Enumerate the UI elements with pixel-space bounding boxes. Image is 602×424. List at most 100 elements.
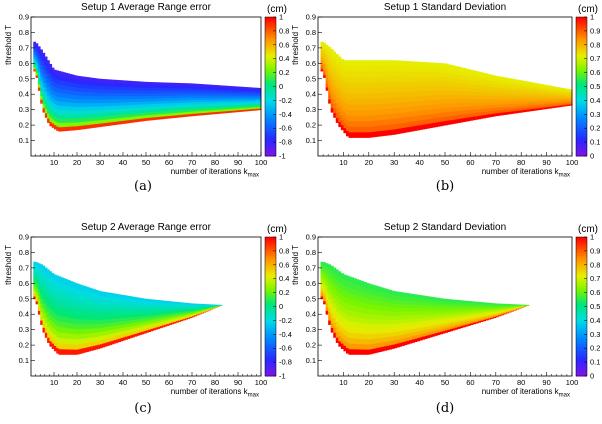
heatmap-cell [127,320,131,324]
heatmap-cell [483,111,487,116]
heatmap-cell [569,104,573,106]
heatmap-cell [323,55,327,59]
heatmap-cell [328,62,332,68]
heatmap-cell [434,76,438,82]
heatmap-cell [325,296,329,301]
heatmap-cell [77,298,80,305]
heatmap-cell [376,342,380,348]
heatmap-cell [358,98,362,105]
heatmap-cell [180,308,184,311]
heatmap-cell [386,341,390,346]
heatmap-cell [345,336,349,343]
heatmap-cell [67,343,71,350]
heatmap-cell [363,281,367,288]
heatmap-cell [65,85,69,90]
heatmap-cell [569,91,573,94]
heatmap-cell [90,99,94,104]
heatmap-cell [556,89,560,92]
heatmap-cell [429,62,433,68]
heatmap-cell [33,45,36,49]
heatmap-cell [106,122,110,126]
heatmap-cell [162,311,165,315]
heatmap-cell [208,90,211,94]
colorbar-segment [576,118,587,122]
heatmap-cell [335,63,339,70]
heatmap-cell [44,100,48,105]
colorbar-segment [265,130,276,134]
heatmap-cell [224,89,227,92]
heatmap-cell [235,91,239,95]
heatmap-cell [106,99,110,103]
heatmap-cell [224,85,227,88]
heatmap-cell [371,318,375,325]
heatmap-cell [83,99,87,104]
heatmap-cell [118,98,122,103]
heatmap-cell [488,89,492,93]
heatmap-cell [37,292,41,297]
heatmap-cell [208,88,211,92]
heatmap-cell [526,94,530,97]
colorbar-segment [265,290,276,294]
x-tick-label: 40 [119,378,127,387]
heatmap-cell [358,104,362,111]
heatmap-cell [194,311,197,313]
heatmap-cell [148,308,151,312]
heatmap-cell [175,82,179,86]
heatmap-cell [97,311,101,316]
heatmap-cell [244,88,248,91]
heatmap-cell [427,62,431,68]
heatmap-cell [409,66,413,72]
heatmap-cell [335,326,339,333]
heatmap-cell [63,299,66,306]
heatmap-cell [150,90,154,94]
heatmap-cell [538,100,542,103]
heatmap-cell [139,324,142,328]
heatmap-cell [323,45,327,49]
colorbar-segment [265,271,276,275]
heatmap-cell [185,97,188,101]
heatmap-cell [129,110,133,114]
heatmap-cell [70,307,73,313]
colorbar-segment [265,237,276,240]
heatmap-cell [356,284,360,291]
heatmap-cell [178,95,181,99]
heatmap-cell [109,315,112,320]
heatmap-cell [221,107,225,110]
heatmap-cell [368,298,372,305]
heatmap-cell [205,97,209,100]
heatmap-cell [249,87,253,90]
heatmap-cell [95,78,99,83]
heatmap-cell [106,112,110,117]
heatmap-cell [508,108,512,112]
heatmap-cell [49,314,53,320]
heatmap-cell [521,87,525,90]
heatmap-cell [97,290,101,296]
heatmap-cell [74,293,78,299]
heatmap-cell [406,304,410,309]
heatmap-cell [102,105,105,110]
heatmap-cell [343,296,347,303]
heatmap-cell [173,301,177,304]
heatmap-cell [56,275,59,282]
heatmap-cell [419,100,423,106]
heatmap-cell [391,315,395,320]
heatmap-cell [159,84,163,88]
heatmap-cell [152,314,156,318]
heatmap-cell [462,102,466,107]
heatmap-cell [368,338,372,345]
heatmap-cell [169,90,172,94]
heatmap-cell [47,113,50,119]
heatmap-cell [201,309,204,311]
heatmap-cell [150,95,154,99]
heatmap-cell [221,93,225,96]
heatmap-cell [247,105,250,108]
heatmap-cell [86,337,89,343]
heatmap-cell [394,319,398,324]
heatmap-cell [536,85,540,88]
heatmap-cell [228,95,232,98]
heatmap-cell [139,92,142,97]
heatmap-cell [217,89,220,92]
heatmap-cell [325,57,329,62]
heatmap-cell [83,87,87,92]
